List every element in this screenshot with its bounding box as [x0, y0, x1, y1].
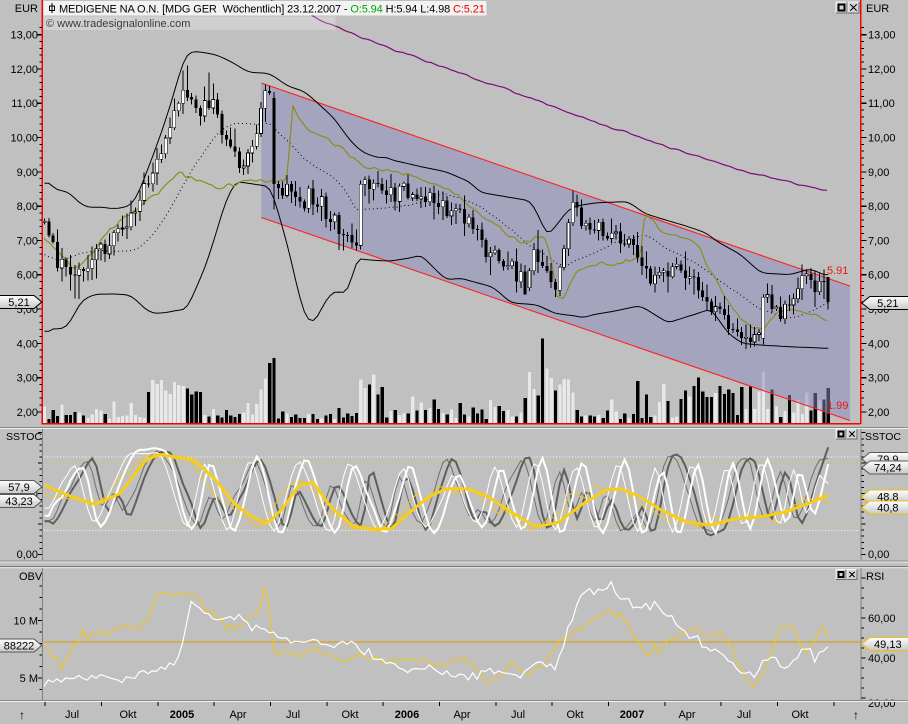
svg-text:20,00: 20,00 [868, 698, 896, 710]
svg-text:40,00: 40,00 [868, 653, 896, 665]
svg-text:13,00: 13,00 [868, 30, 896, 42]
svg-text:0,00: 0,00 [17, 549, 38, 561]
svg-text:7,00: 7,00 [868, 235, 889, 247]
svg-text:60,00: 60,00 [868, 613, 896, 625]
svg-text:2,00: 2,00 [17, 407, 38, 419]
svg-text:9,00: 9,00 [868, 167, 889, 179]
svg-text:4,00: 4,00 [868, 338, 889, 350]
svg-text:6,00: 6,00 [17, 270, 38, 282]
svg-text:10,00: 10,00 [10, 133, 38, 145]
svg-text:Jul: Jul [286, 709, 300, 721]
svg-text:9,00: 9,00 [17, 167, 38, 179]
svg-text:EUR: EUR [15, 3, 38, 15]
svg-text:SSTOC: SSTOC [865, 431, 901, 443]
svg-text:SSTOC: SSTOC [6, 431, 42, 443]
svg-text:2005: 2005 [170, 709, 194, 721]
svg-text:40,8: 40,8 [877, 503, 898, 515]
svg-text:3,00: 3,00 [17, 373, 38, 385]
svg-text:↑: ↑ [19, 708, 25, 722]
svg-text:11,00: 11,00 [868, 98, 895, 110]
svg-text:12,00: 12,00 [868, 64, 896, 76]
svg-text:11,00: 11,00 [11, 98, 38, 110]
svg-text:Okt: Okt [566, 709, 583, 721]
svg-text:8,00: 8,00 [868, 201, 889, 213]
svg-text:10 M: 10 M [14, 616, 38, 628]
svg-text:4,00: 4,00 [17, 338, 38, 350]
svg-text:OBV: OBV [19, 571, 43, 583]
svg-text:6,00: 6,00 [868, 270, 889, 282]
svg-text:12,00: 12,00 [10, 64, 38, 76]
svg-text:3,00: 3,00 [868, 373, 889, 385]
svg-text:↑: ↑ [853, 708, 859, 722]
svg-text:1.99: 1.99 [827, 400, 848, 412]
svg-text:© www.tradesignalonline.com: © www.tradesignalonline.com [46, 18, 190, 30]
svg-text:Apr: Apr [678, 709, 695, 721]
svg-text:0,00: 0,00 [868, 549, 889, 561]
svg-text:2,00: 2,00 [868, 407, 889, 419]
svg-text:RSI: RSI [866, 571, 884, 583]
svg-text:5,21: 5,21 [877, 298, 898, 310]
svg-text:10,00: 10,00 [868, 133, 896, 145]
svg-text:2006: 2006 [395, 709, 419, 721]
svg-text:7,00: 7,00 [17, 235, 38, 247]
svg-text:5,21: 5,21 [8, 297, 29, 309]
svg-text:Okt: Okt [791, 709, 808, 721]
svg-text:EUR: EUR [866, 3, 889, 15]
svg-text:Apr: Apr [453, 709, 470, 721]
svg-text:49,13: 49,13 [874, 639, 902, 651]
svg-text:2007: 2007 [620, 709, 644, 721]
svg-text:5 M: 5 M [20, 673, 38, 685]
svg-text:5.91: 5.91 [827, 265, 848, 277]
svg-text:Jul: Jul [65, 709, 79, 721]
svg-text:74,24: 74,24 [874, 463, 902, 475]
svg-text:13,00: 13,00 [10, 30, 38, 42]
svg-text:88222: 88222 [4, 641, 35, 653]
svg-text:Okt: Okt [341, 709, 358, 721]
svg-text:57,9: 57,9 [8, 482, 29, 494]
svg-text:Apr: Apr [229, 709, 246, 721]
svg-text:Jul: Jul [737, 709, 751, 721]
svg-text:Jul: Jul [511, 709, 525, 721]
svg-text:43,23: 43,23 [5, 496, 33, 508]
svg-text:MEDIGENE NA O.N. [MDG GER Wöc: MEDIGENE NA O.N. [MDG GER Wöchentlich] 2… [59, 4, 485, 16]
svg-text:8,00: 8,00 [17, 201, 38, 213]
svg-text:Okt: Okt [119, 709, 136, 721]
